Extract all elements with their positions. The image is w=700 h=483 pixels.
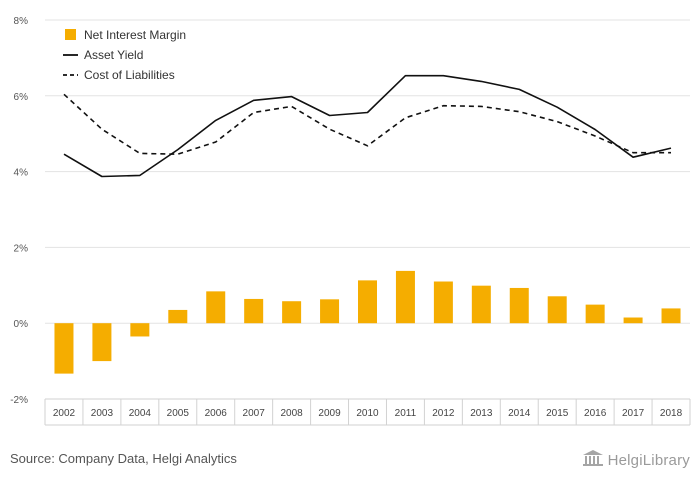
bar-net-interest-margin [244,298,264,324]
legend-label: Net Interest Margin [84,28,186,42]
x-tick-label: 2011 [395,408,417,419]
bar-net-interest-margin [509,287,529,324]
x-tick-label: 2002 [53,408,76,419]
x-tick-label: 2013 [470,408,493,419]
bar-net-interest-margin [471,285,491,324]
bar-net-interest-margin [206,291,226,324]
bar-net-interest-margin [130,323,150,337]
x-tick-label: 2003 [91,408,114,419]
legend-swatch-net-interest-margin [65,29,76,40]
bar-net-interest-margin [547,296,567,324]
x-tick-label: 2008 [280,408,303,419]
x-tick-label: 2015 [546,408,569,419]
bar-net-interest-margin [585,304,605,324]
y-tick-label: 8% [14,16,29,27]
source-note: Source: Company Data, Helgi Analytics [10,451,237,466]
y-tick-label: -2% [10,395,28,406]
bar-net-interest-margin [623,317,643,324]
x-tick-label: 2005 [167,408,190,419]
x-tick-label: 2018 [660,408,683,419]
library-building-icon [582,449,604,471]
bar-net-interest-margin [358,280,377,324]
y-tick-label: 0% [14,319,29,330]
bar-net-interest-margin [320,299,340,324]
line-cost-of-liabilities [63,93,671,155]
legend-label: Asset Yield [84,48,143,62]
bar-net-interest-margin [92,323,112,362]
legend-label: Cost of Liabilities [84,68,175,82]
bar-net-interest-margin [661,308,681,324]
y-tick-label: 4% [14,168,29,179]
x-tick-label: 2017 [622,408,645,419]
helgi-library-logo: HelgiLibrary [582,449,690,471]
logo-text: HelgiLibrary [607,451,690,469]
bar-net-interest-margin [54,323,74,374]
x-tick-label: 2014 [508,408,531,419]
y-tick-label: 6% [14,92,29,103]
bar-net-interest-margin [282,301,302,324]
chart-svg: -2% 0% 2% 4% 6% 8% 2002 2003 2004 2005 2006 2007 200… [10,16,691,426]
y-tick-label: 2% [14,243,29,254]
x-tick-label: 2009 [318,408,341,419]
bar-net-interest-margin [433,281,453,324]
x-tick-label: 2010 [356,408,379,419]
bar-net-interest-margin [168,309,188,324]
x-tick-label: 2006 [205,408,228,419]
x-tick-label: 2007 [243,408,266,419]
bar-net-interest-margin [395,270,415,324]
x-tick-label: 2016 [584,408,607,419]
x-tick-label: 2012 [432,408,455,419]
line-asset-yield [63,74,672,178]
x-tick-label: 2004 [129,408,152,419]
